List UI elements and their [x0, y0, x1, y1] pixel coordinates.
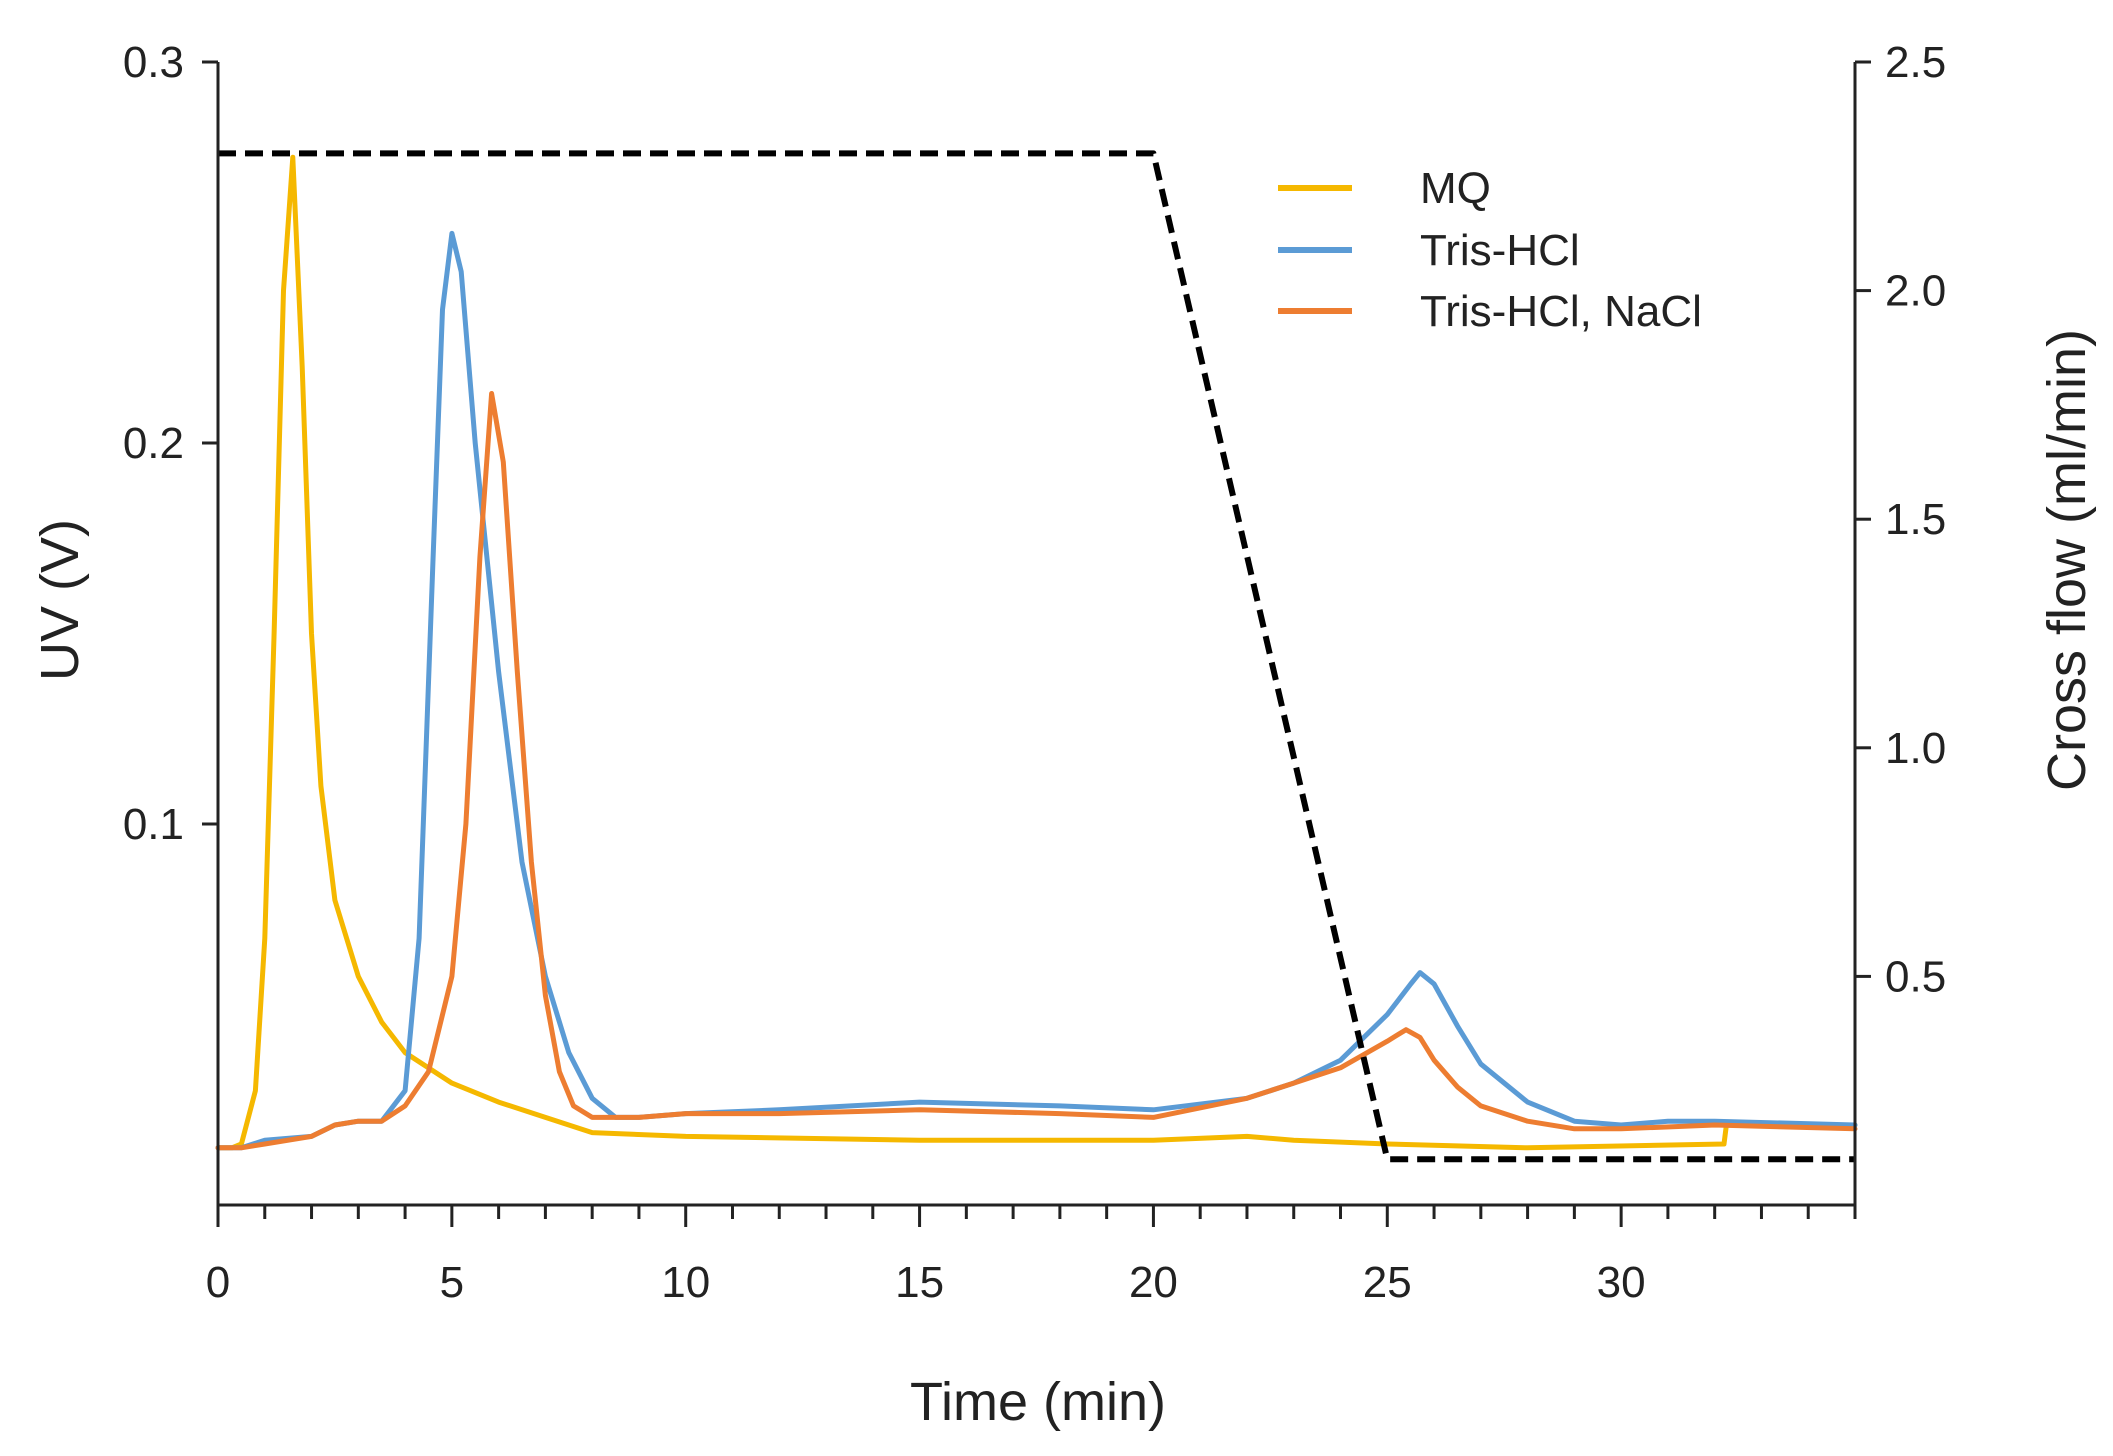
y2-axis-title: Cross flow (ml/min)	[2037, 329, 2097, 791]
legend-label: MQ	[1420, 164, 1491, 213]
x-tick-label: 5	[440, 1258, 464, 1307]
series-group	[215, 150, 1858, 1163]
x-tick-label: 15	[895, 1258, 944, 1307]
legend-label: Tris-HCl	[1420, 226, 1580, 275]
y-tick-label: 0.3	[123, 38, 184, 87]
x-axis-title: Time (min)	[910, 1372, 1166, 1432]
x-tick-label: 10	[661, 1258, 710, 1307]
x-tick-label: 30	[1597, 1258, 1646, 1307]
y-tick-label: 0.1	[123, 800, 184, 849]
legend: MQ Tris-HCl Tris-HCl, NaCl	[1278, 164, 1702, 336]
x-tick-label: 25	[1363, 1258, 1412, 1307]
series-line-tris-hcl-nacl	[215, 391, 1858, 1151]
y2-tick-label: 0.5	[1885, 952, 1946, 1001]
series-line-cross-flow	[218, 150, 1855, 1163]
x-tick-label: 0	[206, 1258, 230, 1307]
y-tick-label: 0.2	[123, 419, 184, 468]
y2-tick-label: 2.5	[1885, 38, 1946, 87]
series-line-mq	[215, 154, 1858, 1151]
y2-tick-label: 1.5	[1885, 495, 1946, 544]
legend-label: Tris-HCl, NaCl	[1420, 287, 1702, 336]
x-tick-label: 20	[1129, 1258, 1178, 1307]
axes-group: 0 5 10 15 20 25 30 0.1 0.2 0.3 0.5 1.0 1.5 2.0 2.5	[123, 38, 1946, 1307]
y2-tick-label: 2.0	[1885, 267, 1946, 316]
y2-tick-label: 1.0	[1885, 724, 1946, 773]
y-axis-title: UV (V)	[30, 519, 90, 681]
